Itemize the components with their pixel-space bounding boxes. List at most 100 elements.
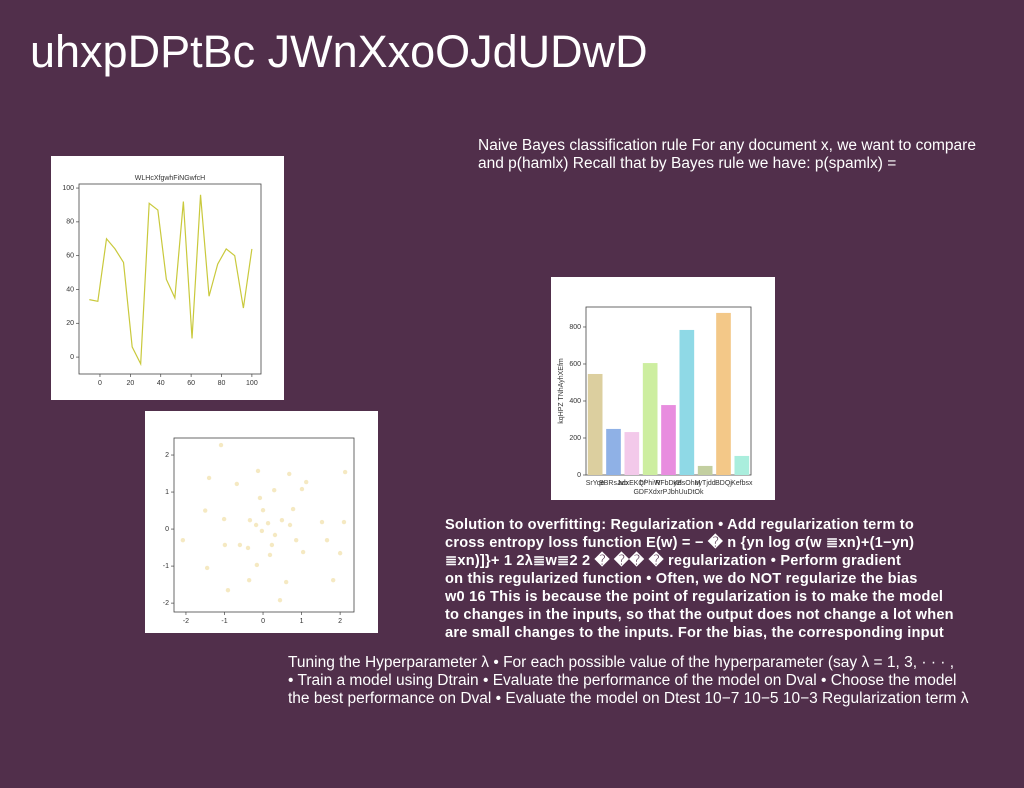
text-line: w0 16 This is because the point of regul… bbox=[445, 589, 944, 605]
x-tick-label: hPhiW bbox=[640, 480, 661, 487]
bar bbox=[661, 405, 676, 475]
y-tick-label: -2 bbox=[163, 600, 169, 607]
text-line: cross entropy loss function E(w) = − � n… bbox=[445, 535, 915, 551]
x-tick-label: -1 bbox=[221, 618, 227, 625]
y-axis-label: kqHPZ TNhAyhXEfm bbox=[558, 358, 565, 424]
y-tick-label: 40 bbox=[66, 286, 74, 293]
line-chart: 0 20 40 60 80 100 0 20 40 60 80 100 WLHcXfgwhFiNGwfc… bbox=[51, 156, 284, 400]
bar bbox=[697, 465, 713, 475]
x-axis-label: GDFXdxrPJbhUuDtOk bbox=[633, 489, 704, 496]
y-tick-label: 100 bbox=[62, 185, 74, 192]
y-tick-label: 0 bbox=[165, 526, 169, 533]
plot-frame bbox=[78, 183, 262, 375]
bar bbox=[679, 329, 695, 475]
y-tick-label: 800 bbox=[569, 324, 581, 331]
point bbox=[267, 552, 273, 558]
point bbox=[257, 495, 263, 501]
point bbox=[222, 542, 228, 548]
x-tick-label: uyTjdd bbox=[695, 480, 716, 487]
point bbox=[247, 517, 253, 523]
y-tick-label: 80 bbox=[66, 219, 74, 226]
text-block: Solution to overfitting: Regularization … bbox=[445, 516, 1024, 642]
point bbox=[283, 579, 289, 585]
y-tick-label: 0 bbox=[70, 354, 74, 361]
point bbox=[272, 488, 277, 493]
y-tick-label: -1 bbox=[163, 563, 169, 570]
point bbox=[237, 542, 243, 548]
point bbox=[287, 522, 293, 528]
data-line bbox=[89, 194, 253, 367]
point bbox=[304, 479, 309, 485]
y-tick-label: 60 bbox=[66, 253, 74, 260]
point bbox=[221, 516, 227, 522]
point bbox=[324, 537, 330, 543]
point bbox=[225, 587, 231, 593]
x-tick-label: Kefbsx bbox=[731, 480, 753, 487]
point bbox=[206, 475, 212, 481]
bar bbox=[606, 428, 621, 475]
point bbox=[254, 562, 260, 568]
x-tick-label: 2 bbox=[338, 618, 342, 625]
y-tick-label: 400 bbox=[569, 398, 581, 405]
point bbox=[259, 528, 265, 534]
text-block: Naive Bayes classification rule For any … bbox=[478, 137, 1018, 173]
point bbox=[337, 550, 343, 556]
bar bbox=[642, 363, 658, 475]
slide-title: uhxpDPtBc JWnXxoOJdUDwD bbox=[30, 26, 648, 77]
y-tick-label: 0 bbox=[577, 472, 581, 479]
point bbox=[203, 508, 208, 513]
chart-svg: -2 -1 0 1 2 -2 -1 0 1 2 bbox=[163, 437, 355, 625]
y-tick-label: 200 bbox=[569, 435, 581, 442]
point bbox=[234, 481, 240, 487]
x-tick-label: 20 bbox=[126, 380, 134, 387]
text-line: • Train a model using Dtrain • Evaluate … bbox=[288, 672, 957, 689]
text-line: Naive Bayes classification rule For any … bbox=[478, 137, 976, 154]
y-tick-label: 2 bbox=[165, 452, 169, 459]
text-line: Solution to overfitting: Regularization … bbox=[445, 517, 914, 533]
chart-title: WLHcXfgwhFiNGwfcH bbox=[135, 175, 205, 182]
x-tick-label: adxEKQf bbox=[618, 480, 646, 487]
x-tick-label: 60 bbox=[187, 380, 195, 387]
x-tick-label: BBRsJvb bbox=[599, 480, 628, 487]
point bbox=[260, 507, 266, 513]
point bbox=[265, 520, 271, 526]
point bbox=[293, 537, 299, 543]
text-line: the best performance on Dval • Evaluate … bbox=[288, 690, 969, 707]
bar-chart: 0 200 400 600 800 GDFXdxrPJbhUuDtOk kqHPZ TNhA… bbox=[551, 277, 775, 500]
point bbox=[218, 442, 224, 448]
x-tick-label: RFbDyB bbox=[655, 480, 682, 487]
x-tick-label: -2 bbox=[183, 618, 189, 625]
bar bbox=[734, 455, 750, 475]
x-tick-label: 40 bbox=[157, 380, 165, 387]
x-tick-label: 100 bbox=[246, 380, 258, 387]
bar bbox=[624, 432, 640, 475]
point bbox=[269, 542, 275, 548]
bar bbox=[587, 373, 603, 475]
bar bbox=[716, 312, 731, 475]
x-tick-label: SrYqe bbox=[586, 480, 605, 487]
point bbox=[272, 532, 278, 538]
scatter-chart: -2 -1 0 1 2 -2 -1 0 1 2 bbox=[145, 411, 378, 633]
y-tick-label: 1 bbox=[165, 489, 169, 496]
point bbox=[279, 517, 285, 523]
chart-svg: 0 20 40 60 80 100 0 20 40 60 80 100 WLHcXfgwhFiNGwfc… bbox=[62, 175, 262, 387]
x-tick-label: BDQj bbox=[715, 480, 732, 487]
point bbox=[290, 506, 296, 512]
plot-frame bbox=[173, 437, 355, 613]
point bbox=[246, 577, 252, 583]
text-line: are small changes to the inputs. For the… bbox=[445, 625, 944, 641]
text-line: ≣xn)]}+ 1 2λ≣w≣2 2 � �� � regularization… bbox=[445, 553, 902, 569]
text-block: Tuning the Hyperparameter λ • For each p… bbox=[288, 654, 1008, 708]
point bbox=[204, 565, 210, 571]
x-tick-label: KdsOhM bbox=[673, 480, 700, 487]
point bbox=[330, 577, 336, 583]
point bbox=[299, 486, 305, 492]
point bbox=[277, 597, 283, 603]
point bbox=[341, 519, 347, 525]
chart-svg: 0 200 400 600 800 GDFXdxrPJbhUuDtOk kqHPZ TNhA… bbox=[558, 306, 753, 496]
point bbox=[287, 471, 292, 477]
point bbox=[255, 468, 261, 474]
x-tick-label: 0 bbox=[261, 618, 265, 625]
text-line: Tuning the Hyperparameter λ • For each p… bbox=[288, 654, 955, 671]
